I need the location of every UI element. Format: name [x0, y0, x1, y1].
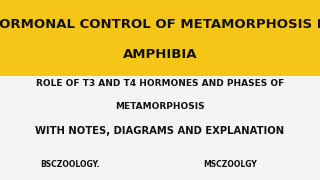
- Text: HORMONAL CONTROL OF METAMORPHOSIS IN: HORMONAL CONTROL OF METAMORPHOSIS IN: [0, 18, 320, 31]
- Text: MSCZOOLGY: MSCZOOLGY: [204, 160, 257, 169]
- Text: AMPHIBIA: AMPHIBIA: [123, 48, 197, 61]
- Text: METAMORPHOSIS: METAMORPHOSIS: [115, 102, 205, 111]
- Text: WITH NOTES, DIAGRAMS AND EXPLANATION: WITH NOTES, DIAGRAMS AND EXPLANATION: [36, 126, 284, 136]
- Bar: [0, 76, 320, 180]
- Bar: [0, 0, 320, 76]
- Text: BSCZOOLOGY.: BSCZOOLOGY.: [41, 160, 100, 169]
- Text: ROLE OF T3 AND T4 HORMONES AND PHASES OF: ROLE OF T3 AND T4 HORMONES AND PHASES OF: [36, 79, 284, 88]
